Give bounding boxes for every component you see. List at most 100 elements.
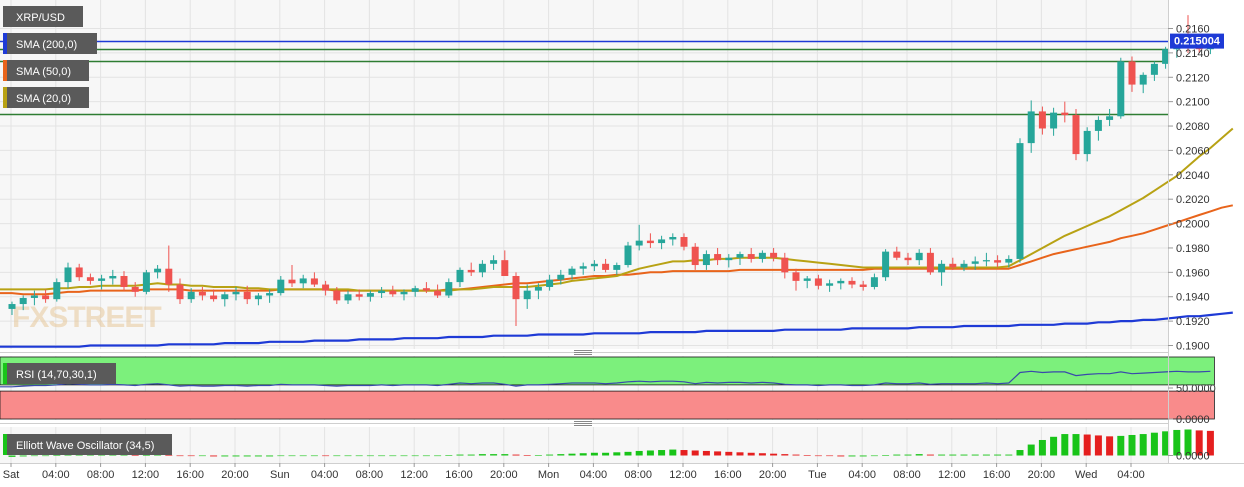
panel-resize-handle-ewo[interactable] — [574, 421, 592, 426]
candle — [120, 271, 128, 291]
ewo-bar — [75, 454, 83, 456]
candle-body — [1094, 119, 1102, 131]
ewo-bar — [758, 453, 766, 456]
ewo-bar — [512, 454, 520, 456]
ewo-bar — [534, 455, 542, 456]
candle — [792, 268, 800, 291]
time-tick-label: 20:00 — [759, 469, 787, 481]
ewo-bar — [1106, 436, 1114, 456]
time-tick-label: Sat — [3, 469, 20, 481]
candle — [277, 276, 285, 296]
candle — [154, 265, 162, 279]
candle — [635, 224, 643, 251]
candle-body — [366, 293, 374, 297]
candle — [557, 269, 565, 285]
sma20-label: SMA (20,0) — [16, 93, 71, 105]
candle-body — [400, 291, 408, 295]
candle — [1050, 107, 1058, 136]
candle-body — [42, 295, 50, 300]
ewo-bar — [870, 455, 878, 457]
ewo-bar — [635, 450, 643, 456]
candle — [1117, 57, 1125, 119]
ewo-bar — [456, 454, 464, 456]
candle-body — [691, 246, 699, 266]
candle-body — [30, 295, 38, 298]
candle — [1027, 100, 1035, 153]
candle-body — [579, 266, 587, 269]
candle — [826, 279, 834, 292]
candle-body — [635, 240, 643, 246]
candle — [389, 285, 397, 297]
ewo-bar — [422, 455, 430, 457]
time-tick-label: 16:00 — [714, 469, 742, 481]
candle-body — [949, 263, 957, 268]
ewo-bar — [568, 453, 576, 456]
candle — [658, 235, 666, 250]
ewo-bar — [1094, 435, 1102, 456]
time-tick-label: 20:00 — [1028, 469, 1056, 481]
candle — [378, 286, 386, 298]
candle-body — [669, 236, 677, 240]
candle-body — [64, 267, 72, 283]
candle-body — [826, 283, 834, 286]
ewo-bar — [826, 455, 834, 457]
candle — [1106, 108, 1114, 127]
candle — [691, 243, 699, 270]
ewo-bar — [602, 452, 610, 456]
candle — [814, 274, 822, 290]
candle-body — [210, 295, 218, 300]
candle-body — [994, 260, 1002, 263]
candle — [422, 282, 430, 294]
candle-body — [75, 267, 83, 278]
candle — [613, 262, 621, 275]
ewo-bar — [982, 454, 990, 456]
ewo-bar — [590, 452, 598, 456]
ewo-bar — [501, 454, 509, 456]
candle — [747, 247, 755, 263]
sma20-line — [0, 127, 1234, 292]
time-tick-label: Mon — [538, 469, 559, 481]
time-tick-label: 04:00 — [848, 469, 876, 481]
legend-sma200[interactable]: SMA (200,0) — [3, 33, 97, 54]
candle-body — [1005, 258, 1013, 263]
candle — [579, 262, 587, 275]
ewo-bar — [938, 454, 946, 456]
ewo-bar — [1027, 444, 1035, 456]
ewo-bar — [747, 452, 755, 456]
price-tick-label: 0.1960 — [1176, 267, 1210, 279]
price-tick-label: 0.1980 — [1176, 243, 1210, 255]
candle — [904, 252, 912, 266]
time-tick-label: 04:00 — [311, 469, 339, 481]
ewo-bar — [702, 450, 710, 456]
ewo-bar — [837, 455, 845, 457]
ewo-bar — [736, 452, 744, 456]
candle-body — [456, 269, 464, 283]
ewo-bar — [971, 454, 979, 456]
candle-body — [848, 280, 856, 285]
legend-symbol[interactable]: XRP/USD — [3, 6, 83, 27]
candle-body — [736, 254, 744, 258]
candle — [736, 251, 744, 266]
candle — [434, 284, 442, 298]
candle — [266, 289, 274, 303]
candle-body — [781, 257, 789, 273]
legend-rsi[interactable]: RSI (14,70,30,1) — [3, 363, 116, 384]
candle — [165, 245, 173, 292]
candle — [512, 272, 520, 326]
ewo-bar — [1083, 434, 1091, 456]
legend-sma50[interactable]: SMA (50,0) — [3, 60, 89, 81]
candle — [355, 289, 363, 301]
candle-body — [109, 276, 117, 279]
legend-ewo[interactable]: Elliott Wave Oscillator (34,5) — [3, 434, 172, 455]
price-tick-label: 0.1940 — [1176, 292, 1210, 304]
panel-resize-handle-rsi[interactable] — [574, 350, 592, 355]
horizontal-levels — [0, 40, 1168, 116]
candle — [8, 301, 16, 316]
time-tick-label: 04:00 — [580, 469, 608, 481]
time-tick-label: 08:00 — [893, 469, 921, 481]
legend-sma20[interactable]: SMA (20,0) — [3, 87, 89, 108]
ewo-bar — [210, 455, 218, 457]
candle-body — [523, 290, 531, 300]
price-tick-label: 0.2160 — [1176, 24, 1210, 36]
